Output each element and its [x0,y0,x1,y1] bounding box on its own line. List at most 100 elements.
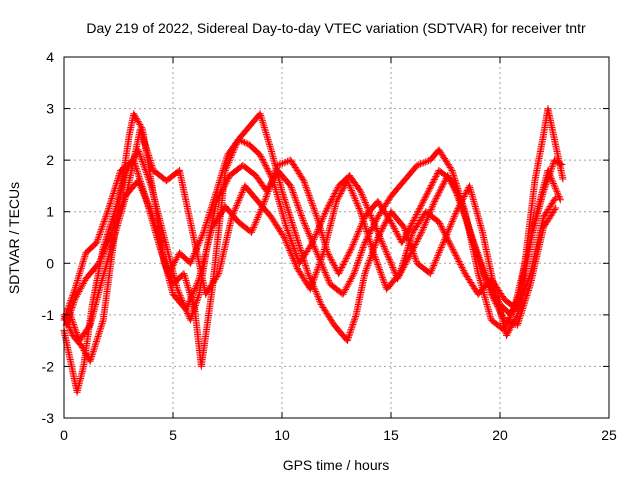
data-point [291,193,299,201]
data-point [553,188,561,196]
data-point [72,282,80,290]
data-point [307,196,315,204]
data-point [139,159,147,167]
data-point [313,265,321,273]
data-point [94,235,102,243]
data-point [438,182,446,190]
data-point [183,304,191,312]
data-point [113,178,121,186]
y-tick-label: 3 [46,101,54,117]
data-point [141,164,149,172]
data-point [433,193,441,201]
data-point [308,240,316,248]
data-point [416,231,424,239]
x-tick-label: 0 [60,427,68,443]
data-point [312,247,320,255]
data-point [359,244,367,252]
x-tick-label: 10 [274,427,290,443]
data-point [302,183,310,191]
data-point [212,190,220,198]
data-point [323,273,331,281]
data-point [428,265,436,273]
data-point [449,170,457,178]
data-point [358,247,366,255]
data-point [241,138,249,146]
data-point [184,282,192,290]
data-point [266,141,274,149]
data-point [202,220,210,228]
data-point [70,287,78,295]
data-point [430,199,438,207]
data-point [80,278,88,286]
data-point [427,206,435,214]
data-point [549,161,557,169]
data-point [98,253,106,261]
data-point [79,259,87,267]
data-point [551,183,559,191]
data-point [145,175,153,183]
data-point [134,117,142,125]
data-point [111,183,119,191]
data-point [78,281,86,289]
data-point [353,260,361,268]
data-point [89,349,97,357]
data-point [326,199,334,207]
data-point [133,116,141,124]
data-point [137,183,145,191]
data-point [357,250,365,258]
data-point [356,253,364,261]
data-point [73,278,81,286]
data-point [77,284,85,292]
data-point [351,268,359,276]
data-point [101,245,109,253]
data-point [293,235,301,243]
data-point [267,144,275,152]
data-point [195,238,203,246]
data-point [296,208,304,216]
data-point [351,314,359,322]
data-point [101,214,109,222]
data-point [462,190,470,198]
data-point [221,160,229,168]
data-point [299,216,307,224]
data-point [440,179,448,187]
data-point [78,283,86,291]
data-point [217,172,225,180]
data-point [377,269,385,277]
data-point [304,228,312,236]
data-point [69,302,77,310]
data-point [314,294,322,302]
data-point [99,221,107,229]
data-point [304,270,312,278]
data-point [264,136,272,144]
data-point [93,239,101,247]
data-point [213,187,221,195]
data-point [312,210,320,218]
data-point [136,152,144,160]
data-point [450,214,458,222]
data-point [547,166,555,174]
data-point [108,195,116,203]
data-point [413,237,421,245]
data-point [372,238,380,246]
data-point [210,195,218,203]
data-point [294,237,302,245]
data-point [323,272,331,280]
data-point [296,245,304,253]
data-point [181,275,189,283]
data-point [140,162,148,170]
data-point [299,215,307,223]
data-point [135,119,143,127]
data-point [348,322,356,330]
data-point [207,204,215,212]
data-point [292,197,300,205]
data-point [109,190,117,198]
data-point [70,297,78,305]
data-point [94,261,102,269]
data-point [378,274,386,282]
data-point [98,222,106,230]
data-point [71,285,79,293]
data-point [321,269,329,277]
data-point [80,254,88,262]
data-point [452,208,460,216]
